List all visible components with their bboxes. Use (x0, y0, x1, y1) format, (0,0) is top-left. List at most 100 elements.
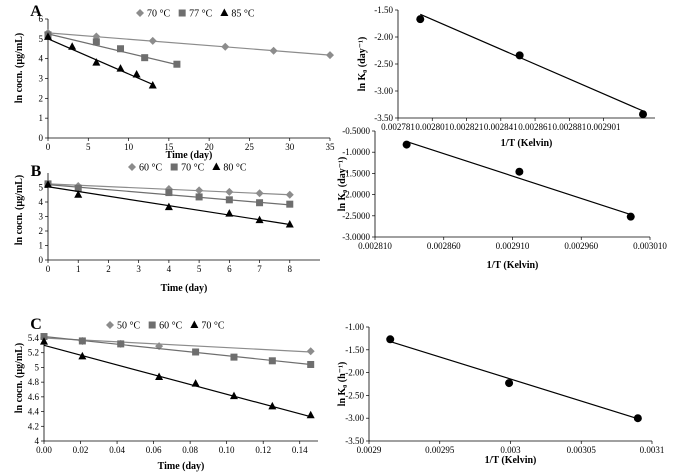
y-tick-label: 1 (39, 113, 44, 123)
y-tick-label: -2.00 (374, 32, 393, 42)
y-tick-label: 0 (39, 133, 44, 143)
x-tick-label: 0.14 (292, 445, 308, 455)
data-point (268, 357, 276, 365)
data-point (116, 64, 125, 72)
x-tick-label: 5 (197, 264, 202, 274)
chart-panel-a: 0 5 10 15 20 25 30 35 0 1 2 3 4 5 6 Time (day) ln cocn. … (14, 3, 335, 161)
series-points (416, 13, 648, 119)
trend-line (390, 341, 639, 420)
data-point (416, 15, 425, 24)
y-tick-label: 5 (35, 362, 40, 372)
x-tick-label: 6 (227, 264, 232, 274)
x-axis-title: Time (day) (166, 150, 213, 161)
x-tick-label: 25 (245, 142, 255, 152)
x-tick-label: 0.00 (36, 445, 52, 455)
x-tick-label: 0.002860 (427, 241, 461, 251)
x-axis-title: Time (day) (158, 461, 205, 472)
legend-marker (212, 162, 221, 170)
chart-panel-b: 0 1 2 3 4 5 6 7 8 0 1 2 3 4 5 Time (day) ln cocn. (µg/mL… (14, 162, 320, 294)
series-70C (44, 28, 334, 60)
y-tick-label: -2.50 (345, 390, 364, 400)
data-point (44, 32, 52, 40)
x-tick-label: 0.0031 (640, 445, 665, 455)
data-point (386, 335, 395, 344)
y-axis-title: ln K₀ (h⁻¹) (337, 362, 348, 407)
legend-entry: 70 °C (201, 321, 224, 332)
x-tick-label: 8 (288, 264, 293, 274)
x-tick-label: 0.08 (182, 445, 198, 455)
data-point (306, 347, 315, 356)
x-tick-label: 0.002810 (358, 241, 392, 251)
y-tick-label: 6 (39, 14, 44, 24)
y-tick-label: -1.00 (345, 322, 364, 332)
legend-entry: 77 °C (189, 9, 212, 20)
x-tick-label: 0.00295 (425, 445, 455, 455)
y-tick-label: 4 (39, 54, 44, 64)
y-tick-label: 0 (39, 255, 44, 265)
y-tick-label: 5 (39, 34, 44, 44)
series-70C (40, 337, 315, 419)
legend-entry: 60 °C (159, 321, 182, 332)
y-tick-label: 4.6 (28, 392, 40, 402)
legend-entry: 70 °C (147, 9, 170, 20)
y-axis-title: ln cocn. (µg/mL) (14, 343, 25, 413)
x-tick-label: 4 (167, 264, 172, 274)
data-point (225, 196, 233, 204)
x-tick-label: 10 (124, 142, 134, 152)
legend-entry: 70 °C (181, 163, 204, 174)
legend-marker (178, 9, 186, 17)
trend-line (43, 337, 311, 353)
y-tick-label: 4.2 (28, 421, 39, 431)
data-point (515, 167, 524, 176)
legend-entry: 50 °C (117, 321, 140, 332)
data-point (639, 110, 648, 119)
data-point (132, 70, 141, 78)
data-point (268, 401, 277, 410)
trend-line (43, 344, 311, 418)
data-point (165, 189, 173, 197)
y-axis-title: ln cocn. (µg/mL) (14, 175, 25, 245)
y-tick-label: -3.50 (345, 436, 364, 446)
y-tick-label: 1 (39, 241, 44, 251)
data-point (256, 199, 264, 207)
data-point (286, 200, 294, 208)
data-point (117, 45, 125, 53)
x-tick-label: 15 (164, 142, 174, 152)
y-axis-title: ln K₀ (day⁻¹) (337, 157, 348, 212)
trend-line (47, 38, 153, 86)
data-point (225, 209, 234, 217)
data-point (285, 190, 294, 199)
legend-marker (136, 9, 144, 17)
data-point (74, 184, 82, 192)
legend-entry: 80 °C (223, 163, 246, 174)
data-point (307, 360, 315, 368)
y-tick-label: 5 (39, 183, 44, 193)
y-tick-label: -1.5000 (342, 168, 370, 178)
series-50C (40, 334, 315, 356)
data-point (148, 36, 157, 45)
x-tick-label: 0.10 (219, 445, 235, 455)
legend-marker (190, 320, 199, 328)
data-point (195, 186, 204, 195)
y-axis-title: ln K₀ (day⁻¹) (357, 37, 368, 92)
x-tick-label: 0.02 (73, 445, 89, 455)
data-point (78, 337, 86, 345)
y-tick-label: 2 (39, 226, 44, 236)
x-tick-label: 20 (205, 142, 215, 152)
y-tick-label: -3.0000 (342, 232, 370, 242)
legend-marker (220, 8, 229, 16)
y-tick-label: -2.5000 (342, 211, 370, 221)
x-axis-title: 1/T (Kelvin) (485, 455, 537, 466)
x-tick-label: 0.0029 (357, 445, 382, 455)
x-tick-label: 0.002841 (484, 122, 518, 132)
data-point (78, 351, 87, 360)
x-tick-label: 3 (136, 264, 141, 274)
data-point (505, 379, 514, 388)
data-point (148, 80, 157, 89)
series-points (386, 335, 642, 423)
data-point (230, 353, 238, 361)
chart-panel-c: 0.00 0.02 0.04 0.06 0.08 0.10 0.12 0.14 4 4.2 4.4 4… (14, 316, 318, 472)
data-point (326, 51, 334, 60)
data-point (229, 391, 238, 400)
y-tick-label: -3.50 (374, 113, 393, 123)
